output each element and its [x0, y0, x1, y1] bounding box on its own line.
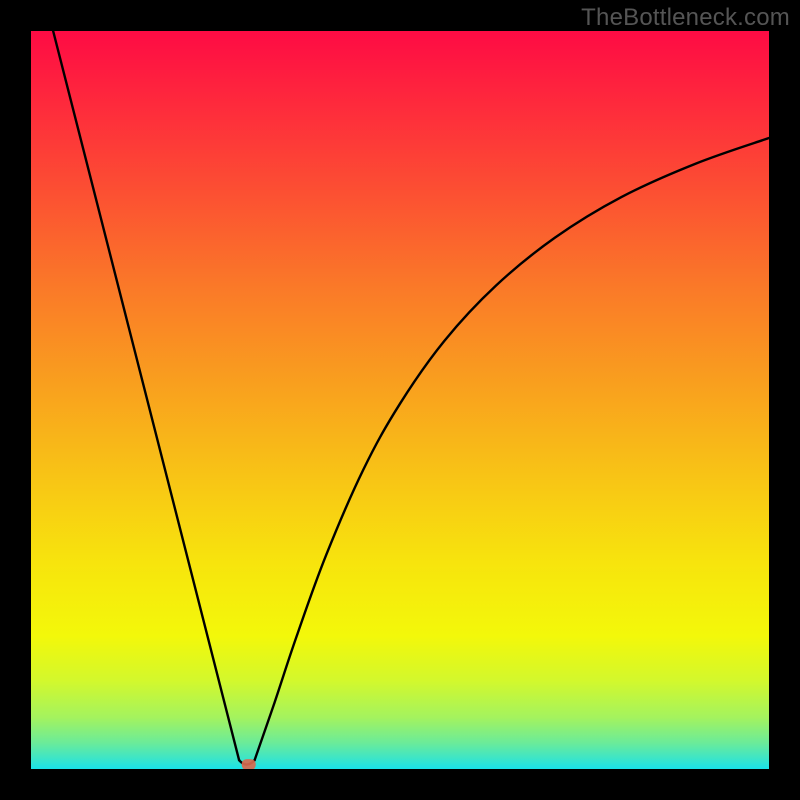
- watermark-text: TheBottleneck.com: [581, 4, 790, 32]
- chart-container: TheBottleneck.com: [0, 0, 800, 800]
- bottleneck-chart: [0, 0, 800, 800]
- chart-background: [31, 31, 769, 769]
- minimum-marker: [242, 759, 256, 770]
